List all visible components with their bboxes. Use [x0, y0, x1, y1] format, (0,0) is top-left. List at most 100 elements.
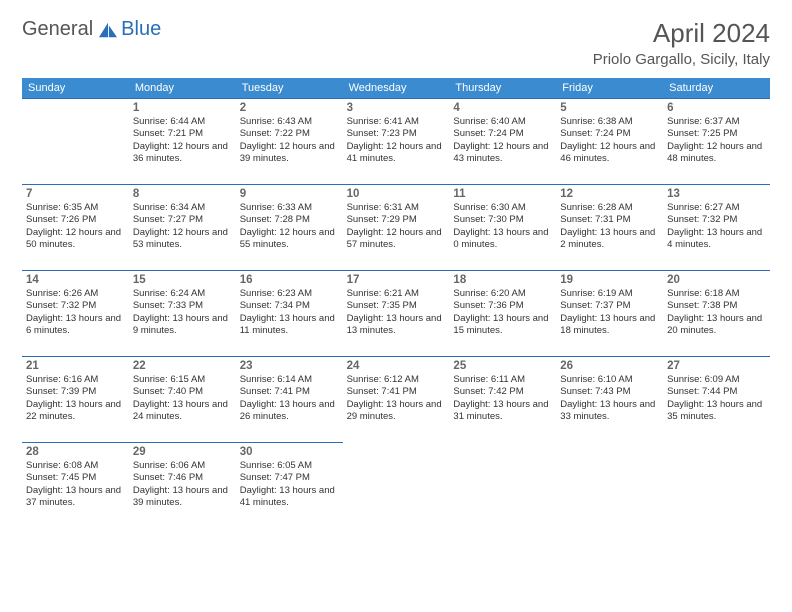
sunset-line: Sunset: 7:42 PM [453, 386, 552, 398]
sunrise-line: Sunrise: 6:19 AM [560, 288, 659, 300]
sunrise-line: Sunrise: 6:26 AM [26, 288, 125, 300]
daylight-line: Daylight: 13 hours and 24 minutes. [133, 399, 232, 424]
day-cell: 21Sunrise: 6:16 AMSunset: 7:39 PMDayligh… [22, 356, 129, 442]
daylight-line: Daylight: 13 hours and 26 minutes. [240, 399, 339, 424]
weekday-header: Thursday [449, 78, 556, 98]
day-number: 27 [667, 360, 766, 372]
sunrise-line: Sunrise: 6:43 AM [240, 116, 339, 128]
sunrise-line: Sunrise: 6:14 AM [240, 374, 339, 386]
day-number: 10 [347, 188, 446, 200]
daylight-line: Daylight: 13 hours and 9 minutes. [133, 313, 232, 338]
day-number: 7 [26, 188, 125, 200]
day-number: 6 [667, 102, 766, 114]
day-cell: 17Sunrise: 6:21 AMSunset: 7:35 PMDayligh… [343, 270, 450, 356]
weekday-header-row: SundayMondayTuesdayWednesdayThursdayFrid… [22, 78, 770, 98]
sunrise-line: Sunrise: 6:37 AM [667, 116, 766, 128]
day-number: 21 [26, 360, 125, 372]
sunset-line: Sunset: 7:24 PM [560, 128, 659, 140]
day-number: 13 [667, 188, 766, 200]
day-number: 12 [560, 188, 659, 200]
sunset-line: Sunset: 7:30 PM [453, 214, 552, 226]
day-cell: 23Sunrise: 6:14 AMSunset: 7:41 PMDayligh… [236, 356, 343, 442]
sunset-line: Sunset: 7:38 PM [667, 300, 766, 312]
sunset-line: Sunset: 7:25 PM [667, 128, 766, 140]
daylight-line: Daylight: 13 hours and 33 minutes. [560, 399, 659, 424]
sunrise-line: Sunrise: 6:06 AM [133, 460, 232, 472]
day-cell: 5Sunrise: 6:38 AMSunset: 7:24 PMDaylight… [556, 98, 663, 184]
daylight-line: Daylight: 12 hours and 41 minutes. [347, 141, 446, 166]
day-cell: 11Sunrise: 6:30 AMSunset: 7:30 PMDayligh… [449, 184, 556, 270]
day-cell: 1Sunrise: 6:44 AMSunset: 7:21 PMDaylight… [129, 98, 236, 184]
sunrise-line: Sunrise: 6:38 AM [560, 116, 659, 128]
sunrise-line: Sunrise: 6:09 AM [667, 374, 766, 386]
weekday-header: Saturday [663, 78, 770, 98]
sunset-line: Sunset: 7:24 PM [453, 128, 552, 140]
day-number: 3 [347, 102, 446, 114]
sunset-line: Sunset: 7:31 PM [560, 214, 659, 226]
sunrise-line: Sunrise: 6:11 AM [453, 374, 552, 386]
weekday-header: Friday [556, 78, 663, 98]
day-cell: 20Sunrise: 6:18 AMSunset: 7:38 PMDayligh… [663, 270, 770, 356]
logo-text-general: General [22, 18, 93, 41]
day-number: 25 [453, 360, 552, 372]
day-number: 19 [560, 274, 659, 286]
daylight-line: Daylight: 12 hours and 39 minutes. [240, 141, 339, 166]
logo-text-blue: Blue [121, 18, 161, 41]
page-title: April 2024 [593, 18, 770, 49]
day-number: 1 [133, 102, 232, 114]
daylight-line: Daylight: 13 hours and 11 minutes. [240, 313, 339, 338]
daylight-line: Daylight: 13 hours and 41 minutes. [240, 485, 339, 510]
daylight-line: Daylight: 13 hours and 6 minutes. [26, 313, 125, 338]
day-number: 24 [347, 360, 446, 372]
title-block: April 2024 Priolo Gargallo, Sicily, Ital… [593, 18, 770, 68]
sunrise-line: Sunrise: 6:08 AM [26, 460, 125, 472]
day-cell: 18Sunrise: 6:20 AMSunset: 7:36 PMDayligh… [449, 270, 556, 356]
sunset-line: Sunset: 7:35 PM [347, 300, 446, 312]
daylight-line: Daylight: 13 hours and 22 minutes. [26, 399, 125, 424]
daylight-line: Daylight: 13 hours and 39 minutes. [133, 485, 232, 510]
daylight-line: Daylight: 13 hours and 20 minutes. [667, 313, 766, 338]
daylight-line: Daylight: 12 hours and 57 minutes. [347, 227, 446, 252]
day-cell: 16Sunrise: 6:23 AMSunset: 7:34 PMDayligh… [236, 270, 343, 356]
day-number: 29 [133, 446, 232, 458]
weekday-header: Tuesday [236, 78, 343, 98]
daylight-line: Daylight: 13 hours and 18 minutes. [560, 313, 659, 338]
day-cell: 30Sunrise: 6:05 AMSunset: 7:47 PMDayligh… [236, 442, 343, 528]
sunset-line: Sunset: 7:32 PM [26, 300, 125, 312]
daylight-line: Daylight: 13 hours and 0 minutes. [453, 227, 552, 252]
daylight-line: Daylight: 12 hours and 53 minutes. [133, 227, 232, 252]
daylight-line: Daylight: 13 hours and 2 minutes. [560, 227, 659, 252]
day-number: 22 [133, 360, 232, 372]
day-number: 16 [240, 274, 339, 286]
sunset-line: Sunset: 7:26 PM [26, 214, 125, 226]
day-number: 11 [453, 188, 552, 200]
day-cell: 14 Sunrise: 6:26 AMSunset: 7:32 PMDayligh… [22, 270, 129, 356]
sunrise-line: Sunrise: 6:20 AM [453, 288, 552, 300]
day-cell: 28Sunrise: 6:08 AMSunset: 7:45 PMDayligh… [22, 442, 129, 528]
sunrise-line: Sunrise: 6:21 AM [347, 288, 446, 300]
sunrise-line: Sunrise: 6:40 AM [453, 116, 552, 128]
day-cell: 15Sunrise: 6:24 AMSunset: 7:33 PMDayligh… [129, 270, 236, 356]
day-number: 14 [26, 274, 125, 286]
sunset-line: Sunset: 7:23 PM [347, 128, 446, 140]
day-cell: 25 Sunrise: 6:11 AMSunset: 7:42 PMDayligh… [449, 356, 556, 442]
daylight-line: Daylight: 13 hours and 31 minutes. [453, 399, 552, 424]
sunset-line: Sunset: 7:27 PM [133, 214, 232, 226]
day-cell: 3Sunrise: 6:41 AMSunset: 7:23 PMDaylight… [343, 98, 450, 184]
daylight-line: Daylight: 13 hours and 4 minutes. [667, 227, 766, 252]
logo: General Blue [22, 18, 161, 41]
day-number: 28 [26, 446, 125, 458]
sunset-line: Sunset: 7:32 PM [667, 214, 766, 226]
sunrise-line: Sunrise: 6:10 AM [560, 374, 659, 386]
calendar: SundayMondayTuesdayWednesdayThursdayFrid… [22, 78, 770, 528]
day-cell: 7Sunrise: 6:35 AMSunset: 7:26 PMDaylight… [22, 184, 129, 270]
sunset-line: Sunset: 7:37 PM [560, 300, 659, 312]
daylight-line: Daylight: 13 hours and 13 minutes. [347, 313, 446, 338]
day-cell: 6Sunrise: 6:37 AMSunset: 7:25 PMDaylight… [663, 98, 770, 184]
weekday-header: Wednesday [343, 78, 450, 98]
location: Priolo Gargallo, Sicily, Italy [593, 51, 770, 68]
sunset-line: Sunset: 7:36 PM [453, 300, 552, 312]
sunset-line: Sunset: 7:43 PM [560, 386, 659, 398]
sunrise-line: Sunrise: 6:15 AM [133, 374, 232, 386]
day-cell: 19 Sunrise: 6:19 AMSunset: 7:37 PMDayligh… [556, 270, 663, 356]
